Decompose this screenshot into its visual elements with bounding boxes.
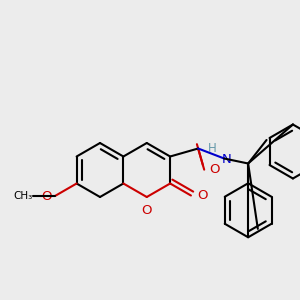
Text: CH₃: CH₃ bbox=[14, 191, 33, 201]
Text: O: O bbox=[142, 204, 152, 217]
Text: O: O bbox=[209, 163, 220, 176]
Text: N: N bbox=[222, 153, 232, 166]
Text: O: O bbox=[41, 190, 52, 202]
Text: H: H bbox=[207, 142, 216, 155]
Text: O: O bbox=[197, 189, 207, 202]
